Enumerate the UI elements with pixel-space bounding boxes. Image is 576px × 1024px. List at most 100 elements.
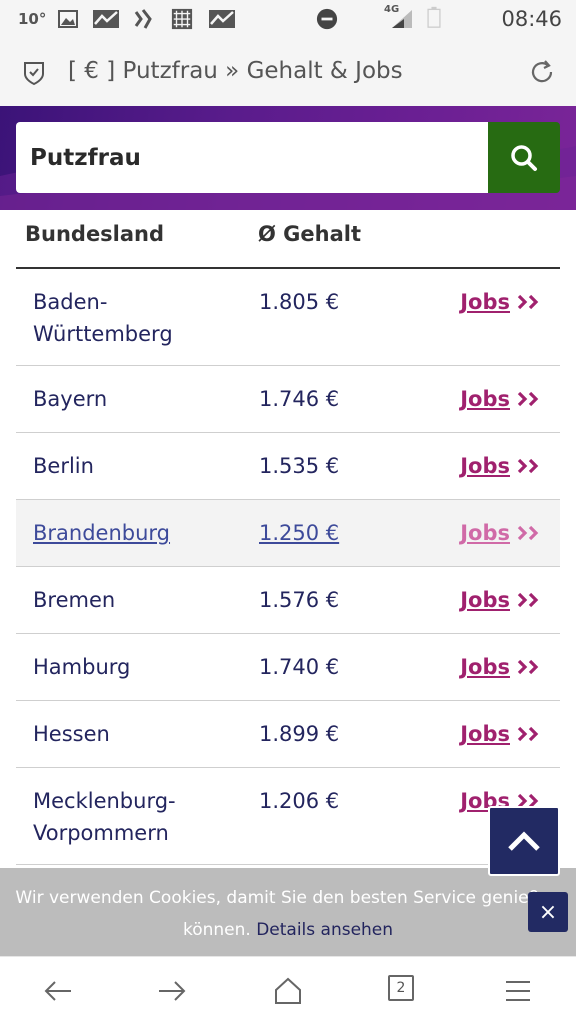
jobs-link-label: Jobs xyxy=(460,387,510,411)
table-header: Bundesland Ø Gehalt xyxy=(16,210,560,269)
double-chevron-right-icon xyxy=(517,793,539,809)
jobs-link[interactable]: Jobs xyxy=(460,450,542,482)
jobs-link[interactable]: Jobs xyxy=(460,584,542,616)
double-chevron-right-icon xyxy=(517,458,539,474)
bundesland-line: Berlin xyxy=(33,454,94,478)
reload-icon[interactable] xyxy=(528,58,556,86)
jobs-link-label: Jobs xyxy=(460,521,510,545)
tab-count-icon: 2 xyxy=(388,975,414,1001)
bundesland-link[interactable]: Hessen xyxy=(33,718,243,750)
jobs-link[interactable]: Jobs xyxy=(460,286,542,318)
gehalt-value[interactable]: 1.250 € xyxy=(259,521,340,545)
tabs-button[interactable]: 2 xyxy=(388,975,424,1007)
gehalt-value[interactable]: 1.746 € xyxy=(259,387,340,411)
gehalt-value[interactable]: 1.805 € xyxy=(259,290,340,314)
jobs-link[interactable]: Jobs xyxy=(460,718,542,750)
double-chevron-right-icon xyxy=(517,294,539,310)
signal-icon xyxy=(392,10,412,28)
double-chevron-right-icon xyxy=(517,726,539,742)
pattern-icon xyxy=(171,8,193,30)
scroll-to-top-button[interactable] xyxy=(488,806,560,876)
table-row[interactable]: Bayern 1.746 € Jobs xyxy=(16,366,560,433)
xing-icon xyxy=(134,9,152,29)
bundesland-link[interactable]: Berlin xyxy=(33,450,243,482)
gallery-icon xyxy=(58,10,78,28)
cookie-details-link[interactable]: Details ansehen xyxy=(256,920,394,940)
bundesland-line: Bremen xyxy=(33,588,116,612)
header-gehalt: Ø Gehalt xyxy=(258,222,362,246)
salary-table: Bundesland Ø Gehalt Baden- Württemberg 1.8… xyxy=(16,210,560,865)
hamburger-menu-icon xyxy=(506,981,530,1001)
menu-button[interactable] xyxy=(500,975,536,1007)
chevron-up-icon xyxy=(508,831,540,851)
gehalt-value[interactable]: 1.206 € xyxy=(259,789,340,813)
bundesland-line: Bayern xyxy=(33,387,108,411)
double-chevron-right-icon xyxy=(517,525,539,541)
network-type: 4G xyxy=(384,4,400,15)
back-button[interactable] xyxy=(40,975,76,1007)
page-title[interactable]: [ € ] Putzfrau » Gehalt & Jobs xyxy=(68,58,403,84)
bundesland-line: Hessen xyxy=(33,722,110,746)
bundesland-link[interactable]: Bayern xyxy=(33,383,243,415)
close-icon: × xyxy=(538,899,558,925)
cookie-line-2-text: können. xyxy=(182,920,251,940)
bundesland-link[interactable]: Mecklenburg- Vorpommern xyxy=(33,785,243,849)
chart-notification-icon xyxy=(93,10,119,28)
bundesland-line: Vorpommern xyxy=(33,821,169,845)
jobs-link[interactable]: Jobs xyxy=(460,383,542,415)
double-chevron-right-icon xyxy=(517,592,539,608)
bundesland-line: Mecklenburg- xyxy=(33,789,176,813)
clock: 08:46 xyxy=(501,7,562,31)
jobs-link-label: Jobs xyxy=(460,290,510,314)
header-bundesland: Bundesland xyxy=(25,222,165,246)
search-button[interactable] xyxy=(488,122,560,193)
gehalt-value[interactable]: 1.535 € xyxy=(259,454,340,478)
table-row[interactable]: Berlin 1.535 € Jobs xyxy=(16,433,560,500)
jobs-link-label: Jobs xyxy=(460,722,510,746)
search-icon xyxy=(511,144,537,171)
table-row[interactable]: Hamburg 1.740 € Jobs xyxy=(16,634,560,701)
table-row[interactable]: Bremen 1.576 € Jobs xyxy=(16,567,560,634)
do-not-disturb-icon xyxy=(316,8,338,30)
table-row[interactable]: Hessen 1.899 € Jobs xyxy=(16,701,560,768)
battery-icon xyxy=(427,6,441,28)
bundesland-line: Hamburg xyxy=(33,655,131,679)
shield-check-icon[interactable] xyxy=(22,60,46,86)
search-input[interactable] xyxy=(16,122,488,193)
bundesland-line: Brandenburg xyxy=(33,521,171,545)
status-bar: 10° 4G 08:46 xyxy=(0,0,576,40)
jobs-link-label: Jobs xyxy=(460,454,510,478)
jobs-link[interactable]: Jobs xyxy=(460,517,542,549)
cookie-line-2: können. Details ansehen xyxy=(0,914,576,946)
search-banner xyxy=(0,106,576,210)
bundesland-link[interactable]: Baden- Württemberg xyxy=(33,286,243,350)
cookie-message: Wir verwenden Cookies, damit Sie den bes… xyxy=(0,882,576,946)
bundesland-link[interactable]: Brandenburg xyxy=(33,517,243,549)
gehalt-value[interactable]: 1.740 € xyxy=(259,655,340,679)
bundesland-link[interactable]: Bremen xyxy=(33,584,243,616)
double-chevron-right-icon xyxy=(517,659,539,675)
home-icon xyxy=(275,977,301,1004)
arrow-left-icon xyxy=(44,981,71,1001)
table-row[interactable]: Mecklenburg- Vorpommern 1.206 € Jobs xyxy=(16,768,560,865)
cookie-banner: Wir verwenden Cookies, damit Sie den bes… xyxy=(0,868,576,956)
cookie-close-button[interactable]: × xyxy=(528,892,568,932)
browser-bottom-nav: 2 xyxy=(0,956,576,1024)
gehalt-value[interactable]: 1.576 € xyxy=(259,588,340,612)
home-button[interactable] xyxy=(270,975,306,1007)
gehalt-value[interactable]: 1.899 € xyxy=(259,722,340,746)
cookie-line-1: Wir verwenden Cookies, damit Sie den bes… xyxy=(15,888,561,908)
arrow-right-icon xyxy=(159,981,186,1001)
temperature-readout: 10° xyxy=(18,10,47,28)
forward-button[interactable] xyxy=(154,975,190,1007)
table-row[interactable]: Baden- Württemberg 1.805 € Jobs xyxy=(16,269,560,366)
bundesland-line: Baden- xyxy=(33,290,108,314)
bundesland-link[interactable]: Hamburg xyxy=(33,651,243,683)
jobs-link[interactable]: Jobs xyxy=(460,651,542,683)
table-body: Baden- Württemberg 1.805 € Jobs Bayern 1.746 … xyxy=(16,269,560,865)
address-bar: [ € ] Putzfrau » Gehalt & Jobs xyxy=(0,40,576,106)
jobs-link-label: Jobs xyxy=(460,588,510,612)
bundesland-line: Württemberg xyxy=(33,322,173,346)
table-row[interactable]: Brandenburg 1.250 € Jobs xyxy=(16,500,560,567)
chart-notification-icon-2 xyxy=(209,10,235,28)
